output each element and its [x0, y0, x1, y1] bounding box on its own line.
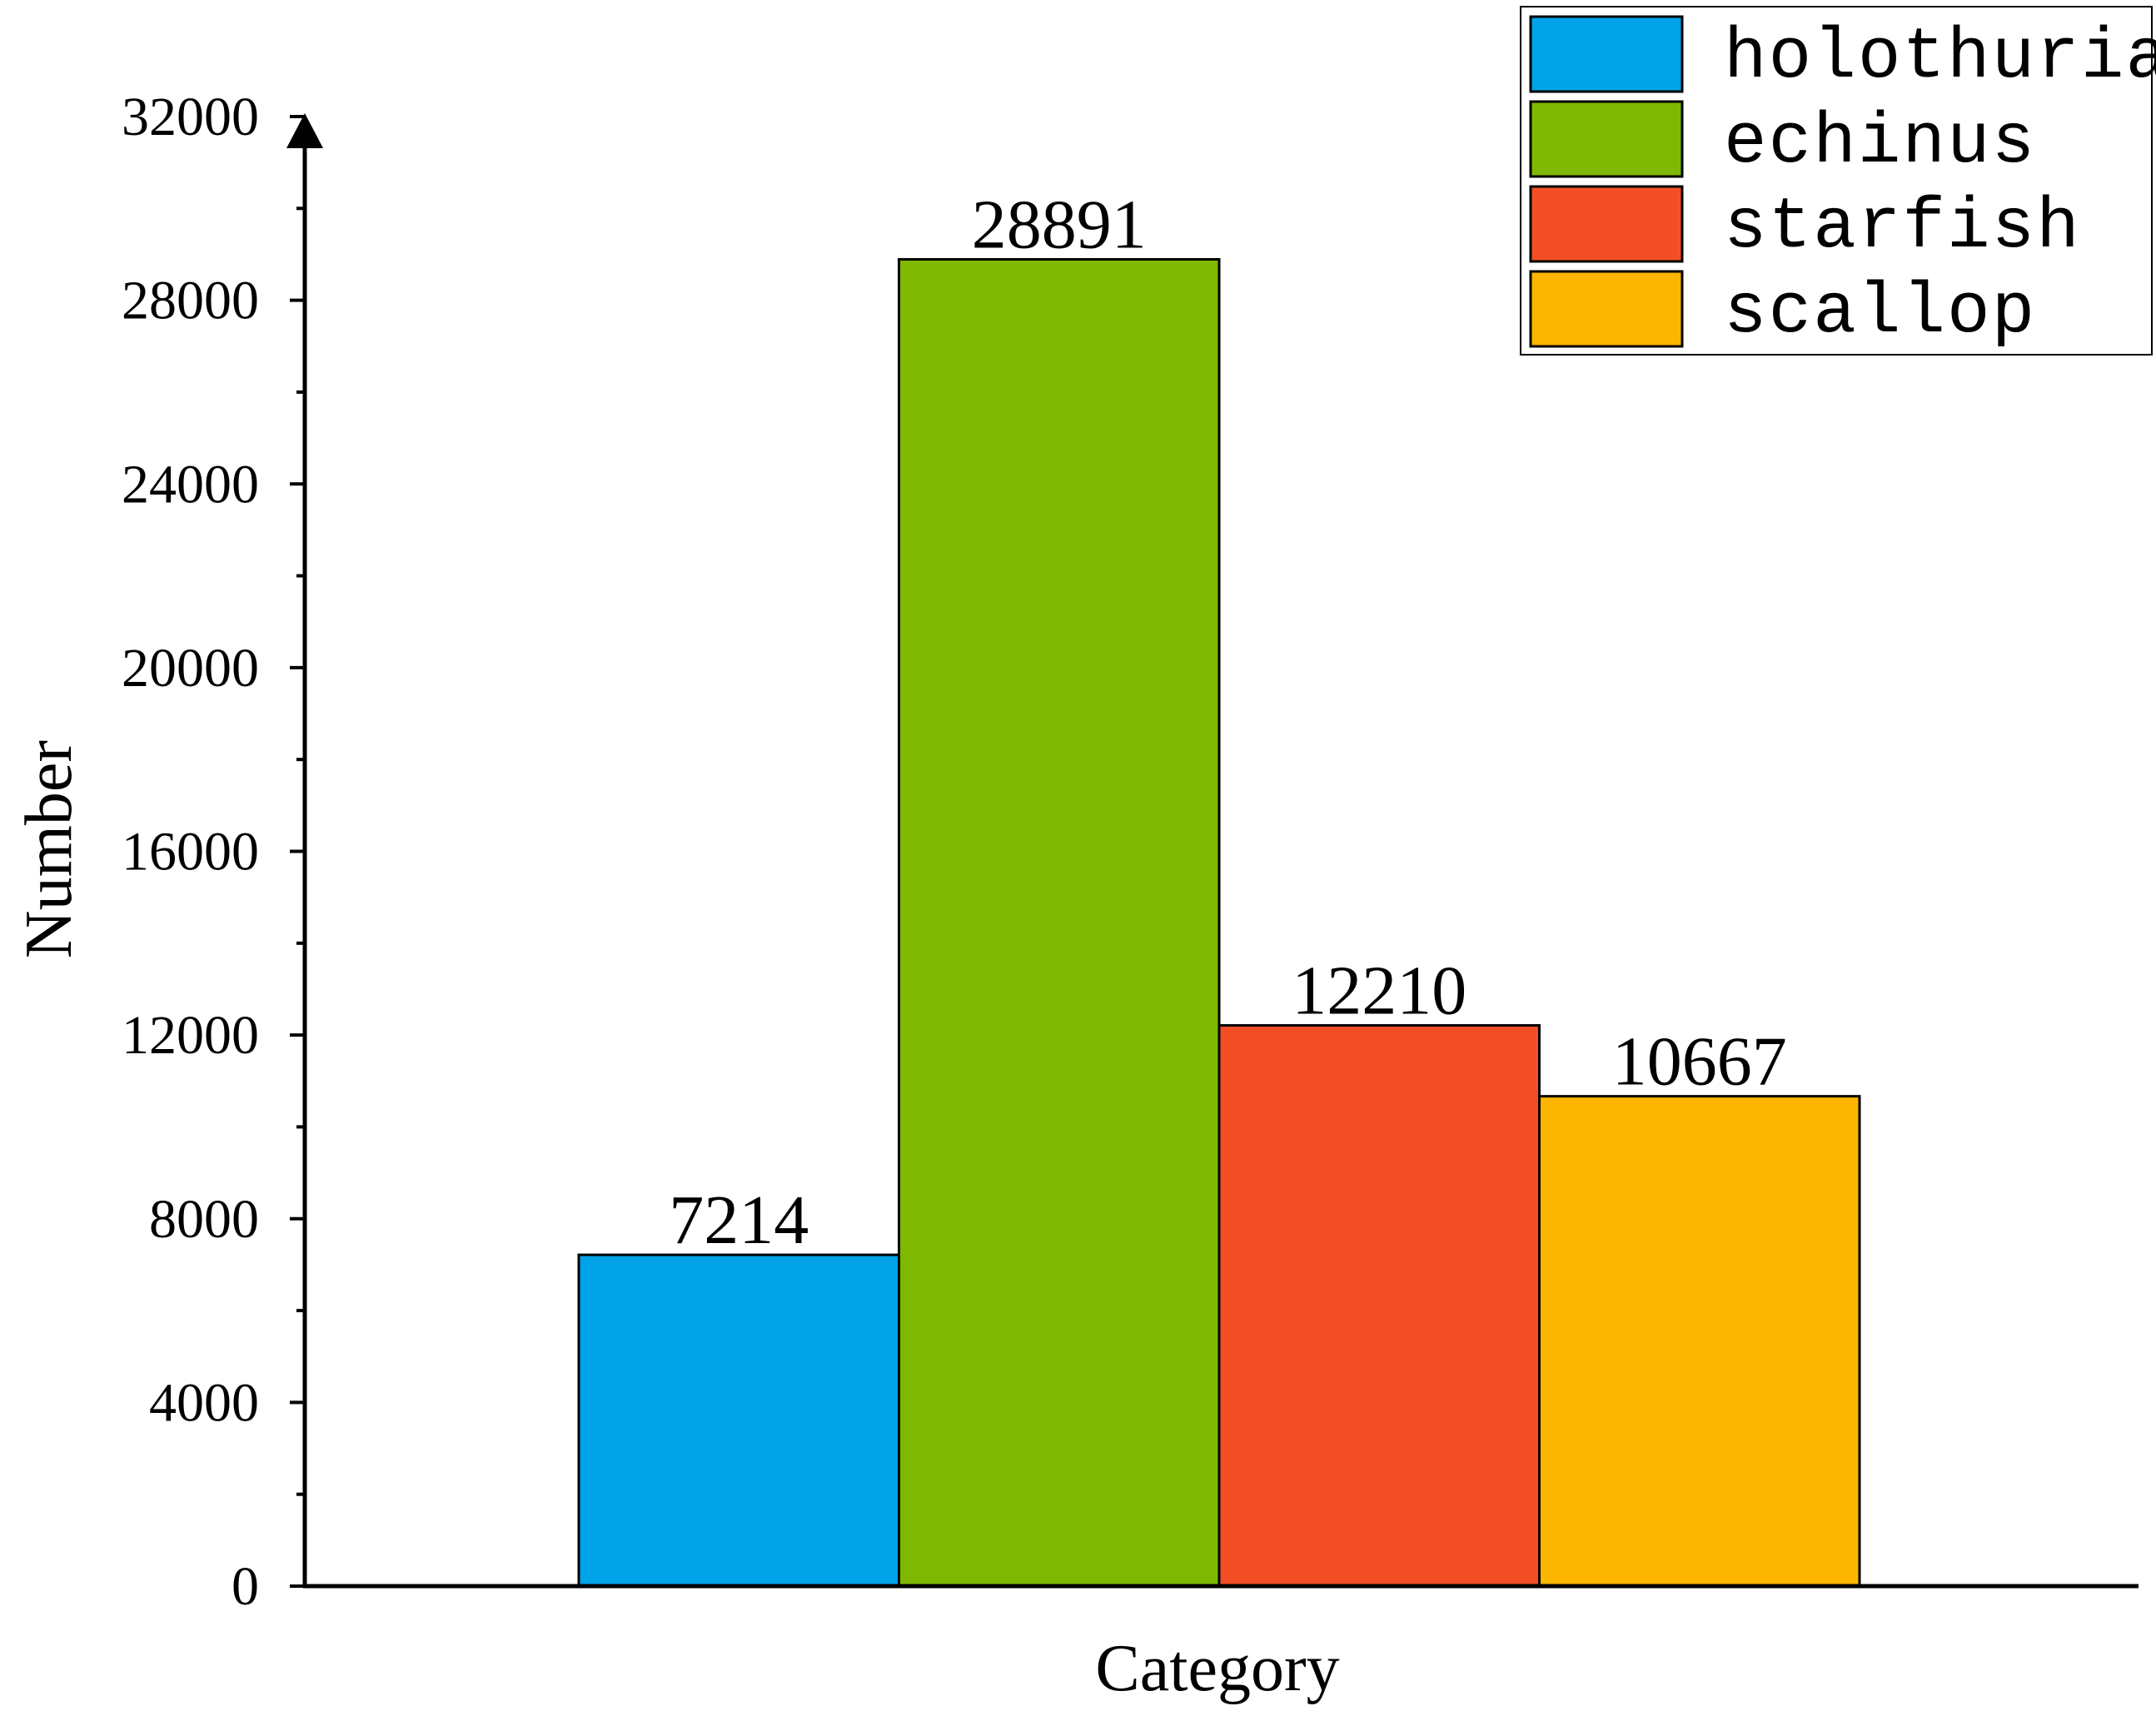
y-tick-label-12000: 12000: [122, 1005, 259, 1066]
data-label-scallop: 10667: [1612, 1023, 1787, 1101]
y-tick-label-28000: 28000: [122, 271, 259, 331]
legend: holothurianechinusstarfishscallop: [1520, 6, 2156, 356]
legend-label-echinus: echinus: [1724, 102, 2036, 183]
data-label-holothurian: 7214: [669, 1181, 809, 1259]
bar-holothurian: [577, 1253, 900, 1588]
legend-swatch-holothurian: [1529, 15, 1684, 93]
legend-label-starfish: starfish: [1724, 187, 2081, 268]
y-axis-arrow-icon: [286, 113, 323, 148]
y-tick-label-20000: 20000: [122, 638, 259, 699]
data-label-echinus: 28891: [972, 186, 1147, 263]
y-tick-label-16000: 16000: [122, 822, 259, 883]
bars-layer: [577, 257, 1861, 1588]
legend-swatch-scallop: [1529, 270, 1684, 348]
legend-label-holothurian: holothurian: [1724, 17, 2156, 98]
bar-starfish: [1217, 1024, 1541, 1588]
y-tick-label-24000: 24000: [122, 454, 259, 515]
data-label-starfish: 12210: [1292, 953, 1466, 1030]
legend-swatch-echinus: [1529, 100, 1684, 178]
bar-scallop: [1538, 1095, 1861, 1588]
y-tick-label-8000: 8000: [149, 1189, 259, 1250]
legend-swatch-starfish: [1529, 185, 1684, 263]
y-tick-label-0: 0: [232, 1556, 259, 1617]
y-axis-title: Number: [12, 740, 86, 958]
axes-layer: 0 4000 8000 12000 16000 20000 24000 28000 32000: [122, 87, 2139, 1617]
legend-label-scallop: scallop: [1724, 271, 2036, 353]
y-tick-label-32000: 32000: [122, 87, 259, 147]
bar-echinus: [898, 257, 1221, 1588]
labels-layer: 7214 28891 12210 10667: [669, 186, 1787, 1259]
x-axis-title: Category: [1095, 1632, 1339, 1705]
y-tick-label-4000: 4000: [149, 1372, 259, 1433]
